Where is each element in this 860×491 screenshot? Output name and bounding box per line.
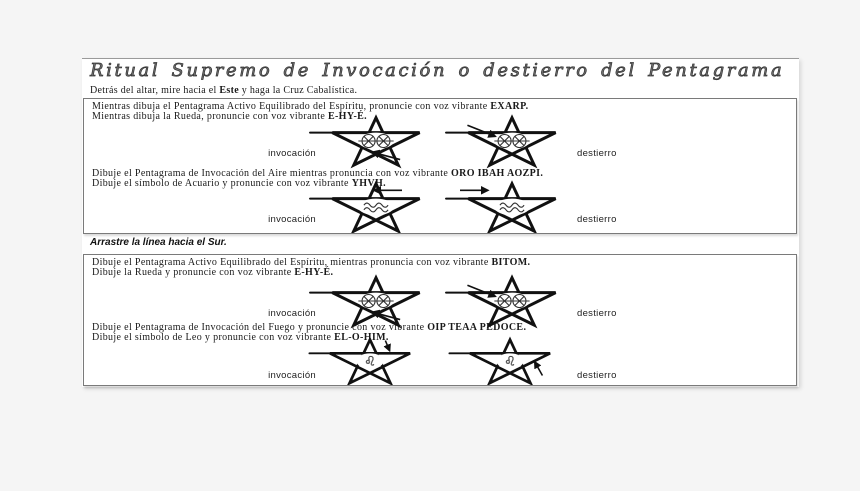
pentagram-row-fire: invocación ♌ ♌ destierro	[84, 336, 796, 385]
ritual-step-box-south: Dibuje el Pentagrama Activo Equilibrado …	[83, 254, 797, 386]
wheel-of-spirit-symbol	[494, 293, 530, 309]
aquarius-symbol	[499, 202, 525, 213]
document-content: Ritual Supremo de Invocación o destierro…	[82, 58, 799, 387]
banishing-label: destierro	[577, 214, 617, 225]
instruction-line: Mientras dibuja el Pentagrama Activo Equ…	[92, 101, 529, 112]
pentagram-invoking-wheel-icon	[309, 274, 421, 329]
leo-symbol: ♌	[364, 354, 375, 369]
wheel-of-spirit-symbol	[358, 133, 394, 149]
instruction-line: Dibuje el Pentagrama Activo Equilibrado …	[92, 257, 531, 268]
instruction-line: Dibuje el símbolo de Acuario y pronuncie…	[92, 177, 386, 189]
ritual-step-box-east: Mientras dibuja el Pentagrama Activo Equ…	[83, 98, 797, 234]
draw-direction-arrow	[467, 284, 497, 298]
invocation-label: invocación	[268, 148, 316, 159]
banishing-label: destierro	[577, 148, 617, 159]
pentagram-row-air: invocación	[84, 180, 796, 233]
instruction-line: Dibuje el Pentagrama de Invocación del A…	[92, 168, 544, 179]
banishing-label: destierro	[577, 308, 617, 319]
draw-direction-arrow	[370, 149, 401, 161]
wheel-of-spirit-symbol	[358, 293, 394, 309]
pentagram-invoking-leo-icon: ♌	[308, 336, 411, 385]
pentagram-banishing-wheel-icon	[445, 274, 557, 329]
pentagram-row-spirit-south: invocación	[84, 274, 796, 329]
instruction-line: Dibuje la Rueda y pronuncie con voz vibr…	[92, 266, 334, 278]
aquarius-symbol	[363, 202, 389, 213]
draw-direction-arrow	[533, 360, 544, 376]
pentagram-banishing-leo-icon: ♌	[448, 336, 551, 385]
instruction-line: Dibuje el Pentagrama de Invocación del F…	[92, 322, 527, 333]
pentagram-banishing-wheel-icon	[445, 114, 557, 169]
pentagram-invoking-wheel-icon	[309, 114, 421, 169]
instruction-line: Mientras dibuja la Rueda, pronuncie con …	[92, 110, 368, 122]
instruction-line: Dibuje el símbolo de Leo y pronuncie con…	[92, 331, 389, 343]
wheel-of-spirit-symbol	[494, 133, 530, 149]
draw-direction-arrow	[383, 340, 391, 353]
draw-direction-arrow	[467, 124, 497, 138]
invocation-label: invocación	[268, 370, 316, 381]
pentagram-row-spirit-east: invocación	[84, 114, 796, 169]
draw-direction-arrow	[370, 309, 401, 321]
page-title: Ritual Supremo de Invocación o destierro…	[90, 60, 785, 82]
drag-line-instruction: Arrastre la línea hacia el Sur.	[90, 237, 227, 248]
invocation-label: invocación	[268, 308, 316, 319]
pentagram-banishing-aquarius-icon	[445, 180, 557, 233]
banishing-label: destierro	[577, 370, 617, 381]
pentagram-invoking-aquarius-icon	[309, 180, 421, 233]
intro-instruction: Detrás del altar, mire hacia el Este y h…	[90, 85, 358, 96]
invocation-label: invocación	[268, 214, 316, 225]
leo-symbol: ♌	[504, 354, 515, 369]
